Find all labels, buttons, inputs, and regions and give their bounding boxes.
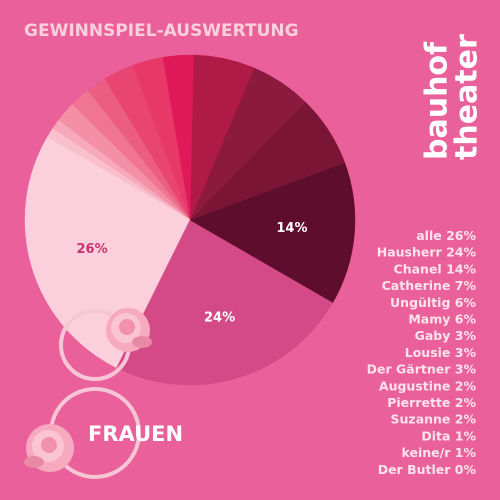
logo: bauhof theater: [420, 34, 485, 160]
legend-entry: Der Butler 0%: [378, 461, 477, 476]
legend-entry: Ungültig 6%: [390, 294, 476, 309]
legend-entry: keine/r 1%: [402, 445, 477, 460]
pie: 26% 24% 14%: [24, 54, 356, 386]
legend-name: Dita: [421, 428, 450, 443]
legend-value: 2%: [455, 395, 477, 410]
legend-entry: Dita 1%: [421, 428, 476, 443]
legend-entry: Mamy 6%: [408, 311, 476, 326]
legend-name: Catherine: [382, 278, 451, 293]
legend-entry: Gaby 3%: [415, 328, 477, 343]
legend-name: Der Butler: [378, 461, 452, 476]
pie-slice: [116, 219, 334, 386]
legend-value: 3%: [455, 344, 477, 359]
legend-entry: Pierrette 2%: [387, 395, 476, 410]
legend-value: 1%: [455, 445, 477, 460]
legend-entry: Hausherr 24%: [377, 244, 477, 259]
legend-value: 3%: [455, 328, 477, 343]
legend-entry: alle 26%: [416, 228, 476, 243]
legend-name: Lousie: [405, 344, 451, 359]
legend-value: 6%: [455, 294, 477, 309]
legend-name: Gaby: [415, 328, 451, 343]
legend-value: 3%: [455, 361, 477, 376]
legend-name: Ungültig: [390, 294, 450, 309]
legend-value: 6%: [455, 311, 477, 326]
legend-name: Hausherr: [377, 244, 443, 259]
legend-name: alle: [416, 228, 441, 243]
legend-name: Mamy: [408, 311, 450, 326]
pie-slice: [189, 162, 356, 303]
legend: alle 26%Hausherr 24% Chanel 14% Catherine …: [367, 228, 477, 477]
logo-line: theater: [450, 34, 485, 160]
slice-label: 26%: [77, 242, 108, 257]
logo-line: bauhof: [420, 41, 455, 160]
decoration: [24, 308, 152, 479]
slice-label: 14%: [276, 221, 307, 236]
legend-name: Chanel: [394, 261, 442, 276]
legend-value: 24%: [446, 244, 476, 259]
legend-entry: Der Gärtner 3%: [367, 361, 477, 376]
legend-entry: Lousie 3%: [405, 344, 477, 359]
legend-name: keine/r: [402, 445, 452, 460]
legend-name: Suzanne: [391, 411, 451, 426]
legend-value: 0%: [455, 461, 477, 476]
legend-entry: Augustine 2%: [379, 378, 477, 393]
legend-value: 1%: [455, 428, 477, 443]
legend-name: Der Gärtner: [367, 361, 452, 376]
legend-entry: Suzanne 2%: [391, 411, 477, 426]
legend-value: 7%: [455, 278, 477, 293]
pie-slice: [24, 137, 191, 369]
legend-value: 2%: [455, 411, 477, 426]
caption: FRAUEN: [88, 422, 183, 446]
legend-value: 2%: [455, 378, 477, 393]
legend-value: 14%: [446, 261, 476, 276]
pie-slice: [46, 128, 191, 221]
chart-title: GEWINNSPIEL-AUSWERTUNG: [24, 21, 299, 41]
legend-entry: Chanel 14%: [394, 261, 477, 276]
slice-label: 24%: [204, 310, 235, 325]
legend-value: 26%: [446, 228, 476, 243]
legend-entry: Catherine 7%: [382, 278, 477, 293]
legend-name: Augustine: [379, 378, 451, 393]
legend-name: Pierrette: [387, 395, 450, 410]
rose: [106, 308, 152, 352]
rose: [24, 424, 74, 472]
